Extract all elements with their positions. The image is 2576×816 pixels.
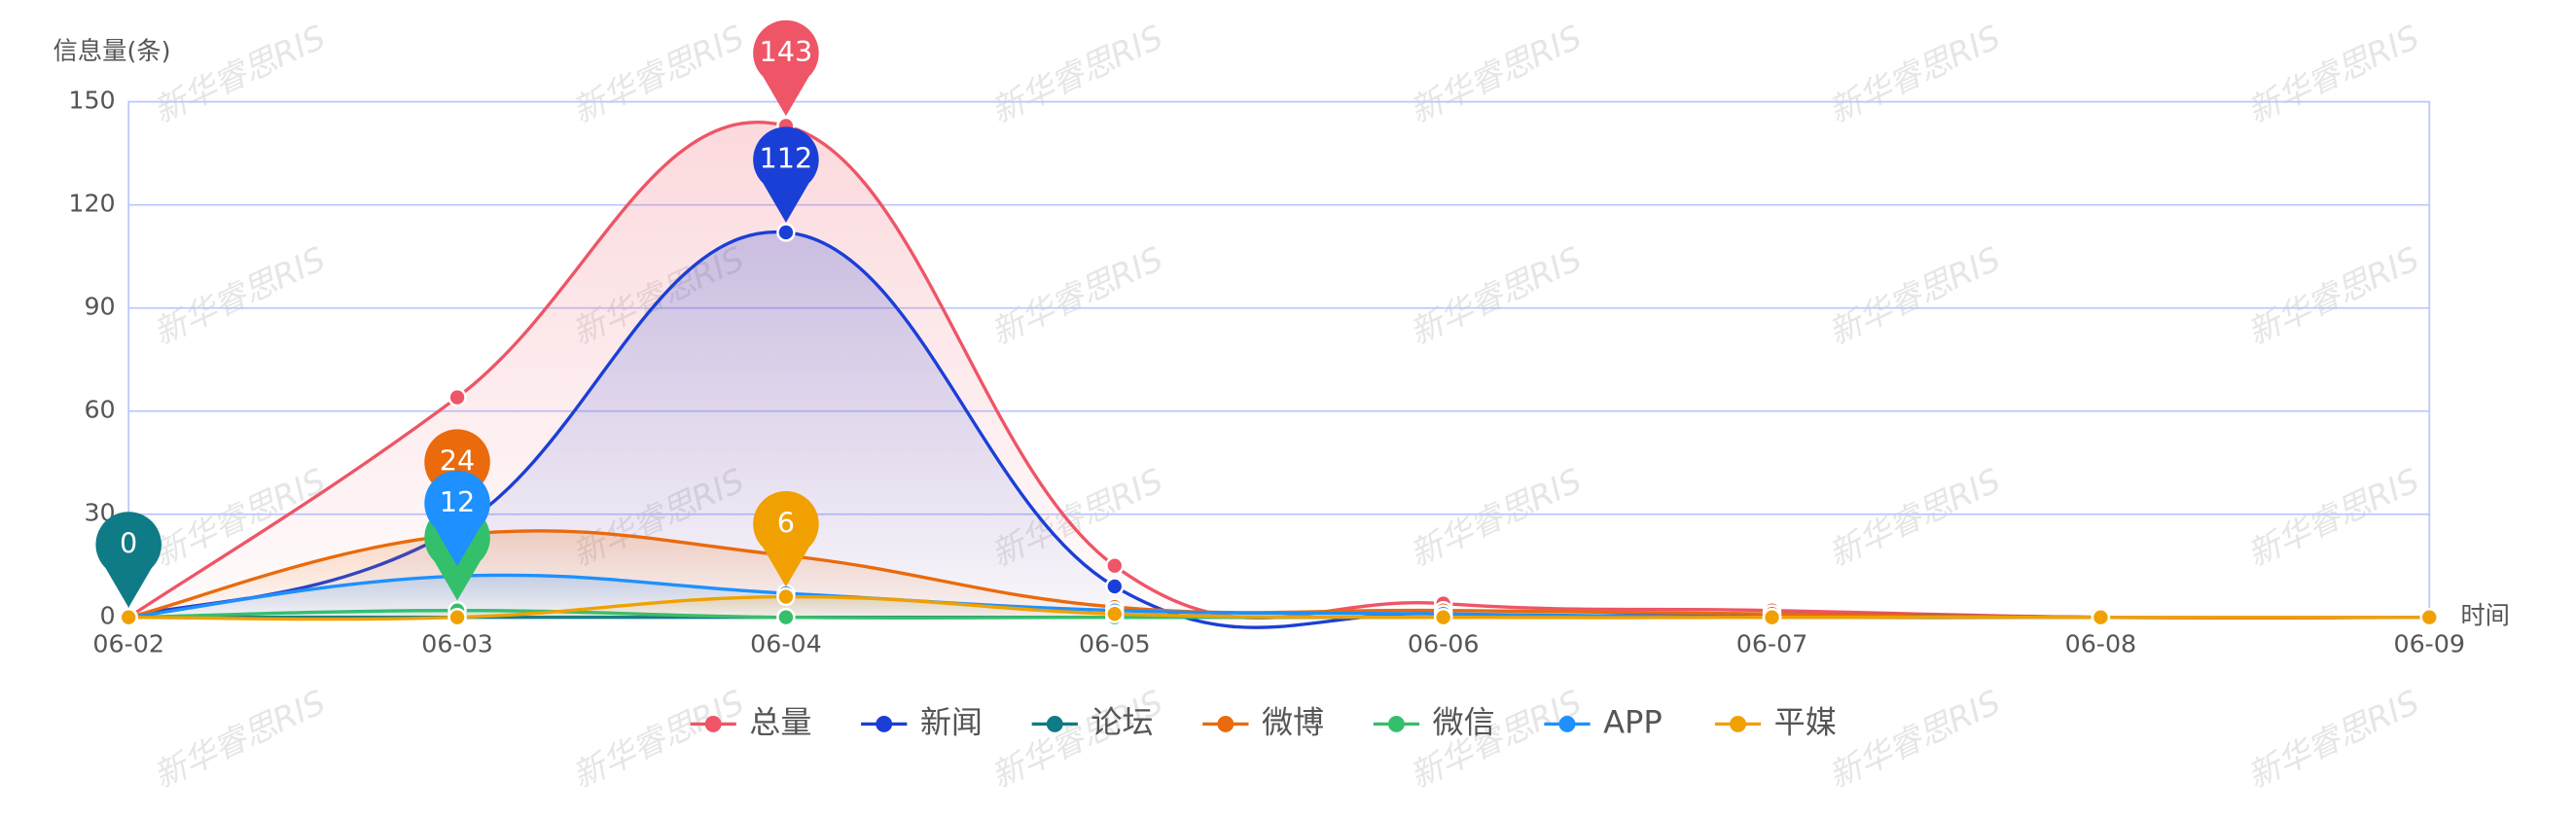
- legend-item[interactable]: 新闻: [861, 703, 983, 740]
- legend-dot: [1730, 716, 1746, 732]
- watermark: 新华睿思RIS: [1404, 239, 1588, 352]
- data-point: [1762, 608, 1782, 627]
- x-tick-label: 06-05: [1079, 628, 1151, 657]
- x-tick-label: 06-03: [421, 628, 493, 657]
- legend-dot: [1558, 716, 1576, 732]
- y-tick-label: 150: [68, 86, 115, 115]
- watermark: 新华睿思RIS: [2241, 18, 2425, 130]
- x-tick-label: 06-09: [2393, 628, 2465, 657]
- watermark: 新华睿思RIS: [148, 683, 332, 796]
- legend-label: 新闻: [920, 703, 983, 740]
- data-point: [1105, 604, 1125, 623]
- series-area: [128, 596, 2430, 620]
- x-tick-label: 06-08: [2065, 628, 2137, 657]
- pin-label: 112: [760, 142, 813, 175]
- legend-item[interactable]: 总量: [690, 703, 812, 740]
- watermark: 新华睿思RIS: [2241, 239, 2425, 352]
- watermark: 新华睿思RIS: [1404, 461, 1588, 574]
- legend-label: 总量: [749, 703, 811, 740]
- max-pin: 12: [424, 470, 490, 567]
- legend-label: 微信: [1433, 703, 1495, 740]
- data-point: [447, 608, 467, 627]
- watermark: 新华睿思RIS: [566, 18, 750, 130]
- watermark: 新华睿思RIS: [148, 239, 332, 352]
- legend-item[interactable]: 微博: [1202, 703, 1324, 740]
- pin-marker: [753, 126, 819, 223]
- data-point: [1105, 577, 1125, 596]
- x-tick-label: 06-04: [750, 628, 822, 657]
- watermark: 新华睿思RIS: [985, 239, 1169, 352]
- pin-marker: [753, 491, 819, 587]
- watermark: 新华睿思RIS: [1823, 239, 2007, 352]
- max-pin: 143: [753, 19, 819, 117]
- pin-label: 143: [760, 35, 813, 68]
- watermark: 新华睿思RIS: [1404, 18, 1588, 130]
- watermark: 新华睿思RIS: [1823, 18, 2007, 130]
- data-point: [1105, 556, 1125, 576]
- y-axis-title: 信息量(条): [54, 36, 171, 65]
- legend-dot: [1046, 716, 1063, 732]
- pin-marker: [753, 19, 819, 117]
- legend-label: 微博: [1262, 703, 1324, 740]
- max-pin: 112: [753, 126, 819, 223]
- x-tick-label: 06-02: [92, 628, 164, 657]
- series-line: [128, 594, 2430, 621]
- watermark: 新华睿思RIS: [1823, 461, 2007, 574]
- data-point: [447, 387, 467, 408]
- pin-label: 6: [777, 506, 795, 539]
- x-tick-label: 06-07: [1736, 628, 1808, 657]
- legend-item[interactable]: APP: [1544, 703, 1663, 740]
- y-tick-label: 60: [84, 395, 115, 424]
- data-point: [1433, 608, 1453, 627]
- data-point: [2419, 608, 2439, 627]
- pin-marker: [95, 512, 161, 608]
- pin-label: 12: [440, 485, 476, 518]
- y-tick-label: 90: [84, 292, 115, 321]
- x-tick-label: 06-06: [1408, 628, 1480, 657]
- legend-item[interactable]: 微信: [1373, 703, 1495, 740]
- legend-label: 平媒: [1774, 703, 1837, 740]
- data-point: [776, 223, 796, 242]
- legend-dot: [1217, 716, 1234, 732]
- watermark: 新华睿思RIS: [1404, 683, 1588, 796]
- watermark: 新华睿思RIS: [148, 18, 332, 130]
- max-pin: 6: [753, 491, 819, 587]
- legend-label: 论坛: [1091, 703, 1153, 740]
- legend-item[interactable]: 论坛: [1031, 703, 1154, 740]
- y-tick-label: 0: [100, 601, 116, 630]
- x-axis-title: 时间: [2460, 601, 2510, 630]
- data-point: [2091, 608, 2111, 627]
- pin-label: 0: [120, 526, 137, 559]
- data-point: [119, 608, 138, 627]
- watermark: 新华睿思RIS: [1823, 683, 2007, 796]
- legend-dot: [876, 716, 893, 732]
- data-point: [776, 586, 796, 607]
- watermark: 新华睿思RIS: [2241, 683, 2425, 796]
- series-area: [128, 231, 2430, 628]
- watermark: 新华睿思RIS: [566, 683, 750, 796]
- watermark: 新华睿思RIS: [2241, 461, 2425, 574]
- legend-dot: [704, 716, 722, 732]
- legend-item[interactable]: 平媒: [1714, 703, 1837, 740]
- legend-dot: [1387, 716, 1405, 732]
- y-tick-label: 120: [68, 189, 115, 218]
- legend-label: APP: [1603, 703, 1663, 740]
- pin-marker: [424, 470, 490, 567]
- watermark: 新华睿思RIS: [985, 18, 1169, 130]
- data-point: [776, 608, 796, 627]
- max-pin: 0: [95, 512, 161, 608]
